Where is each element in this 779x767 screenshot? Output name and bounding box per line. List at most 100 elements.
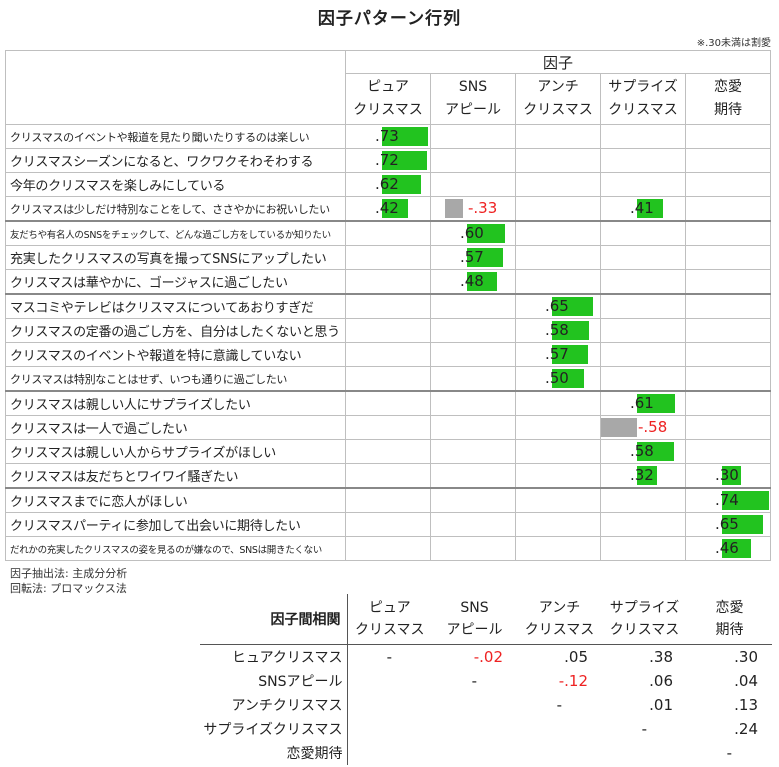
loading-value: .72 bbox=[356, 150, 430, 172]
table-row: クリスマスは親しい人にサプライズしたい .61 bbox=[5, 390, 771, 416]
loading-cell bbox=[600, 124, 686, 149]
correlation-col-line2: クリスマス bbox=[524, 622, 595, 638]
loading-cell bbox=[685, 124, 771, 149]
correlation-col-4: 恋愛 期待 bbox=[687, 594, 772, 645]
loading-cell: .73 bbox=[345, 124, 431, 149]
loading-cell bbox=[515, 148, 601, 173]
loading-value: .46 bbox=[696, 538, 770, 560]
correlation-col-line1: SNS bbox=[460, 600, 489, 616]
item-label: クリスマスのイベントや報道を特に意識していない bbox=[5, 342, 346, 367]
correlation-value bbox=[602, 741, 687, 765]
loading-cell: .30 bbox=[685, 463, 771, 489]
factor-name-line1: 恋愛 bbox=[714, 79, 742, 95]
loading-cell: .57 bbox=[515, 342, 601, 367]
loading-cell bbox=[430, 487, 516, 513]
factor-name-4: 恋愛 期待 bbox=[685, 73, 771, 125]
table-row: 友だちや有名人のSNSをチェックして、どんな過ごし方をしているか知りたい .60 bbox=[5, 220, 771, 246]
table-row: クリスマスは特別なことはせず、いつも通りに過ごしたい .50 bbox=[5, 366, 771, 392]
loading-bar bbox=[445, 199, 463, 218]
loading-value: .32 bbox=[611, 464, 685, 486]
loading-bar bbox=[467, 248, 503, 267]
loading-cell: -.58 bbox=[600, 415, 686, 440]
loading-cell bbox=[345, 536, 431, 561]
correlation-value: - bbox=[641, 720, 647, 738]
correlation-value: - bbox=[556, 696, 562, 714]
loading-cell: -.33 bbox=[430, 196, 516, 222]
correlation-value: - bbox=[471, 672, 477, 690]
loading-cell bbox=[430, 463, 516, 489]
loading-cell bbox=[685, 366, 771, 392]
correlation-value: .01 bbox=[649, 696, 673, 714]
loading-cell bbox=[600, 342, 686, 367]
loading-value: .60 bbox=[441, 222, 515, 245]
correlation-value bbox=[347, 741, 432, 765]
correlation-value: .04 bbox=[734, 672, 758, 690]
page-title: 因子パターン行列 bbox=[317, 9, 462, 29]
loading-value: .58 bbox=[611, 441, 685, 463]
correlation-value: -.02 bbox=[473, 648, 503, 666]
item-label: クリスマスは特別なことはせず、いつも通りに過ごしたい bbox=[5, 366, 346, 392]
loading-cell bbox=[685, 318, 771, 343]
loading-cell bbox=[515, 536, 601, 561]
correlation-row-label: SNSアピール bbox=[200, 669, 348, 693]
correlation-col-line1: サプライズ bbox=[609, 600, 680, 616]
loading-value-text: .58 bbox=[545, 321, 569, 339]
correlation-value bbox=[517, 741, 602, 765]
loading-cell bbox=[685, 390, 771, 416]
loading-value: .57 bbox=[526, 344, 600, 366]
item-label: クリスマスは友だちとワイワイ騒ぎたい bbox=[5, 463, 346, 489]
loading-cell bbox=[600, 487, 686, 513]
loading-cell bbox=[515, 415, 601, 440]
loading-value: .65 bbox=[526, 295, 600, 318]
loading-value-text: .74 bbox=[715, 491, 739, 509]
loading-cell: .41 bbox=[600, 196, 686, 222]
factor-name-line2: 期待 bbox=[714, 102, 742, 118]
loading-cell bbox=[345, 512, 431, 537]
item-label: 今年のクリスマスを楽しみにしている bbox=[5, 172, 346, 197]
correlation-row: 恋愛期待 - bbox=[200, 741, 772, 765]
loading-value-text: -.58 bbox=[638, 418, 668, 436]
loading-value: .58 bbox=[526, 320, 600, 342]
loading-cell bbox=[600, 536, 686, 561]
loading-cell bbox=[430, 342, 516, 367]
table-row: クリスマスのイベントや報道を特に意識していない .57 bbox=[5, 342, 771, 367]
loading-value-text: .42 bbox=[375, 199, 399, 217]
loading-value: .30 bbox=[696, 464, 770, 486]
correlation-title: 因子間相関 bbox=[200, 594, 348, 645]
loading-cell bbox=[600, 172, 686, 197]
loading-cell bbox=[515, 439, 601, 464]
loading-value: .41 bbox=[611, 197, 685, 219]
loading-bar bbox=[722, 466, 741, 485]
table-row: クリスマスの定番の過ごし方を、自分はしたくないと思う .58 bbox=[5, 318, 771, 343]
loading-cell bbox=[430, 390, 516, 416]
correlation-col-1: SNS アピール bbox=[432, 594, 517, 645]
loading-cell: .42 bbox=[345, 196, 431, 222]
loading-value: .48 bbox=[441, 270, 515, 292]
correlation-row-label: サプライズクリスマス bbox=[200, 717, 348, 741]
factor-name-line1: アンチ bbox=[537, 79, 579, 95]
loading-cell bbox=[515, 220, 601, 246]
loading-value-text: .65 bbox=[545, 297, 569, 315]
loading-cell: .65 bbox=[685, 512, 771, 537]
factor-name-line1: ピュア bbox=[367, 79, 409, 95]
table-row: だれかの充実したクリスマスの姿を見るのが嫌なので、SNSは開きたくない .46 bbox=[5, 536, 771, 561]
loading-cell bbox=[600, 245, 686, 270]
loading-cell bbox=[430, 172, 516, 197]
item-label: クリスマスシーズンになると、ワクワクそわそわする bbox=[5, 148, 346, 173]
table-row: クリスマスのイベントや報道を見たり聞いたりするのは楽しい .73 bbox=[5, 124, 771, 149]
table-row: マスコミやテレビはクリスマスについてあおりすぎだ .65 bbox=[5, 293, 771, 319]
loading-cell bbox=[600, 269, 686, 295]
loading-cell bbox=[345, 245, 431, 270]
correlation-value bbox=[432, 693, 517, 717]
item-label: クリスマスまでに恋人がほしい bbox=[5, 487, 346, 513]
loading-value: .74 bbox=[696, 489, 770, 512]
loading-value-text: .61 bbox=[630, 394, 654, 412]
loading-cell bbox=[600, 366, 686, 392]
loading-bar bbox=[467, 272, 497, 291]
loading-value: .65 bbox=[696, 514, 770, 536]
loading-value-text: .58 bbox=[630, 442, 654, 460]
loading-cell: .58 bbox=[600, 439, 686, 464]
item-label: だれかの充実したクリスマスの姿を見るのが嫌なので、SNSは開きたくない bbox=[5, 536, 346, 561]
loading-cell: .65 bbox=[515, 293, 601, 319]
loading-value: -.58 bbox=[611, 417, 685, 439]
